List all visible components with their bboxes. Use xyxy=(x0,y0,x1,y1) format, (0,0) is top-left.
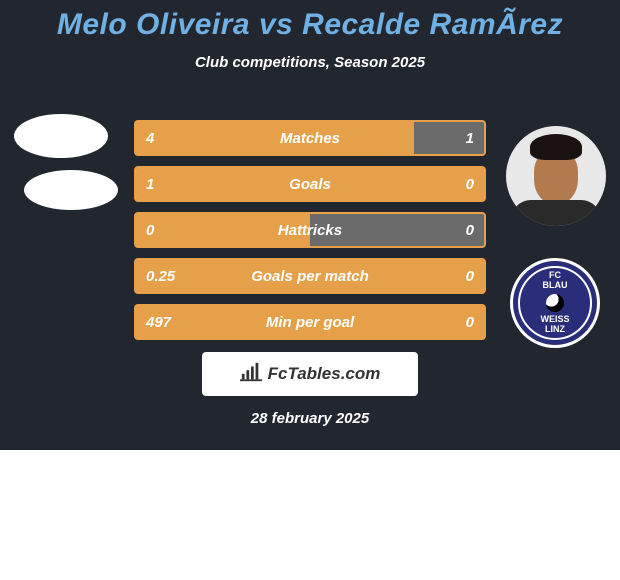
stat-value-right: 0 xyxy=(466,306,474,338)
comparison-panel: Melo Oliveira vs Recalde RamÃ­rez Club c… xyxy=(0,0,620,450)
club-text-bottom: LINZ xyxy=(545,325,565,335)
player-right-avatar xyxy=(506,126,606,226)
stat-row: 4Matches1 xyxy=(134,120,486,156)
stat-label: Goals xyxy=(136,168,484,200)
stats-rows: 4Matches11Goals00Hattricks00.25Goals per… xyxy=(134,120,486,350)
stat-row: 1Goals0 xyxy=(134,166,486,202)
watermark: FcTables.com xyxy=(202,352,418,396)
ball-icon xyxy=(546,294,564,312)
stat-value-right: 0 xyxy=(466,260,474,292)
stat-row: 0.25Goals per match0 xyxy=(134,258,486,294)
page-title: Melo Oliveira vs Recalde RamÃ­rez xyxy=(0,0,620,42)
stat-label: Matches xyxy=(136,122,484,154)
stat-row: 0Hattricks0 xyxy=(134,212,486,248)
page-subtitle: Club competitions, Season 2025 xyxy=(0,54,620,71)
player-right-club-logo: FC BLAU WEISS LINZ xyxy=(510,258,600,348)
stat-label: Hattricks xyxy=(136,214,484,246)
player-left-avatar xyxy=(14,114,108,158)
stat-value-right: 0 xyxy=(466,214,474,246)
stat-row: 497Min per goal0 xyxy=(134,304,486,340)
watermark-text: FcTables.com xyxy=(268,364,381,384)
date-label: 28 february 2025 xyxy=(0,410,620,427)
stat-value-right: 0 xyxy=(466,168,474,200)
stat-label: Goals per match xyxy=(136,260,484,292)
bar-chart-icon xyxy=(240,361,262,388)
player-left-club-logo xyxy=(24,170,118,210)
club-text-mid1: BLAU xyxy=(543,281,568,291)
stat-label: Min per goal xyxy=(136,306,484,338)
stat-value-right: 1 xyxy=(466,122,474,154)
face-icon xyxy=(506,126,606,226)
